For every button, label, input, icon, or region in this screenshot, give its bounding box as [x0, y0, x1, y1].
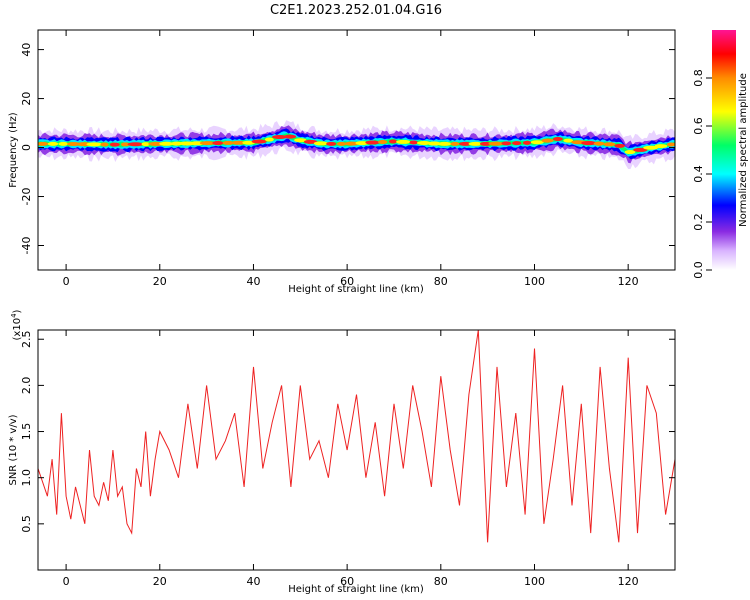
ridge-hotspot [542, 139, 554, 143]
spectrogram-xtick-label: 80 [434, 275, 448, 288]
ridge-hotspot [326, 142, 336, 146]
ridge-hotspot [86, 142, 101, 146]
ridge-hotspot [265, 138, 274, 142]
snr-ytick-label: 1.0 [20, 469, 33, 487]
snr-ytick-label: 2.0 [20, 377, 33, 395]
snr-xlabel: Height of straight line (km) [288, 584, 424, 595]
ridge-hotspot [437, 142, 451, 146]
snr-xtick-label: 100 [524, 575, 545, 588]
spectrogram-ytick-label: 40 [20, 43, 33, 57]
ridge-hotspot [128, 142, 144, 146]
spectrogram-ytick-label: -20 [20, 188, 33, 206]
snr-scale-suffix: ) [12, 309, 23, 313]
ridge-hotspot [252, 140, 267, 144]
snr-xtick-label: 0 [63, 575, 70, 588]
ridge-hotspot [212, 141, 223, 145]
ridge-hotspot [110, 143, 120, 147]
figure-title: C2E1.2023.252.01.04.G16 [270, 3, 442, 18]
ridge-hotspot [512, 141, 521, 145]
ridge-hotspot [488, 142, 503, 146]
ridge-hotspot [450, 142, 459, 146]
colorbar-gradient [712, 30, 736, 270]
snr-ytick-label: 0.5 [20, 515, 33, 533]
ridge-hotspot [523, 141, 531, 145]
ridge-hotspot [100, 142, 108, 146]
snr-ylabel: SNR (10 * v/v) [8, 414, 19, 485]
spectrogram-xtick-label: 120 [618, 275, 639, 288]
spectrogram-xtick-label: 0 [63, 275, 70, 288]
spectrogram-panel: 0 20 40 60 80 100 120 -40 -20 0 20 40 Height of str… [8, 30, 676, 295]
spectrogram-xtick-label: 40 [246, 275, 260, 288]
spectrogram-ytick-label: -40 [20, 237, 33, 255]
snr-xtick-label: 120 [618, 575, 639, 588]
snr-xtick-label: 40 [246, 575, 260, 588]
spectrogram-xtick-label: 100 [524, 275, 545, 288]
ridge-hotspot [409, 140, 417, 144]
ridge-hotspot [58, 142, 68, 146]
ridge-hotspot [389, 139, 397, 143]
ridge-hotspot [594, 142, 605, 146]
colorbar-ticks: 0.0 0.2 0.4 0.6 0.8 [692, 69, 712, 279]
ridge-hotspot [378, 140, 387, 144]
snr-xtick-label: 80 [434, 575, 448, 588]
snr-plot-area [38, 330, 675, 570]
ridge-hotspot [667, 142, 676, 146]
colorbar-tick-label: 0.2 [692, 213, 705, 231]
colorbar-tick-label: 0.0 [692, 261, 705, 279]
snr-xtick-label: 20 [153, 575, 167, 588]
spectrogram-xtick-label: 20 [153, 275, 167, 288]
ridge-hotspot [614, 144, 625, 148]
colorbar: 0.0 0.2 0.4 0.6 0.8 Normalized spectral ampl… [692, 30, 749, 279]
ridge-hotspot [604, 142, 616, 146]
ridge-hotspot [365, 141, 379, 145]
ridge-hotspot [48, 142, 58, 146]
ridge-hotspot [314, 141, 328, 145]
ridge-hotspot [655, 144, 668, 148]
snr-scale-label: (x104) [10, 309, 23, 340]
snr-ytick-label: 1.5 [20, 423, 33, 441]
ridge-hotspot [553, 137, 563, 141]
ridge-hotspot [284, 135, 296, 139]
colorbar-label: Normalized spectral amplitude [738, 73, 749, 227]
snr-panel: 0 20 40 60 80 100 120 0.5 1.0 1.5 2.0 2.5 Height of… [8, 309, 675, 595]
spectrogram-ylabel: Frequency (Hz) [8, 112, 19, 188]
spectrogram-xlabel: Height of straight line (km) [288, 284, 424, 295]
colorbar-tick-label: 0.8 [692, 69, 705, 87]
spectrogram-ytick-label: 0 [20, 144, 33, 151]
spectrogram-ytick-label: 20 [20, 92, 33, 106]
colorbar-tick-label: 0.6 [692, 117, 705, 135]
snr-scale-prefix: (x10 [12, 318, 23, 341]
colorbar-tick-label: 0.4 [692, 165, 705, 183]
ridge-hotspot [501, 141, 511, 145]
svg-text:(x104): (x104) [10, 309, 23, 340]
ridge-hotspot [37, 142, 49, 146]
ridge-hotspot [396, 140, 411, 144]
